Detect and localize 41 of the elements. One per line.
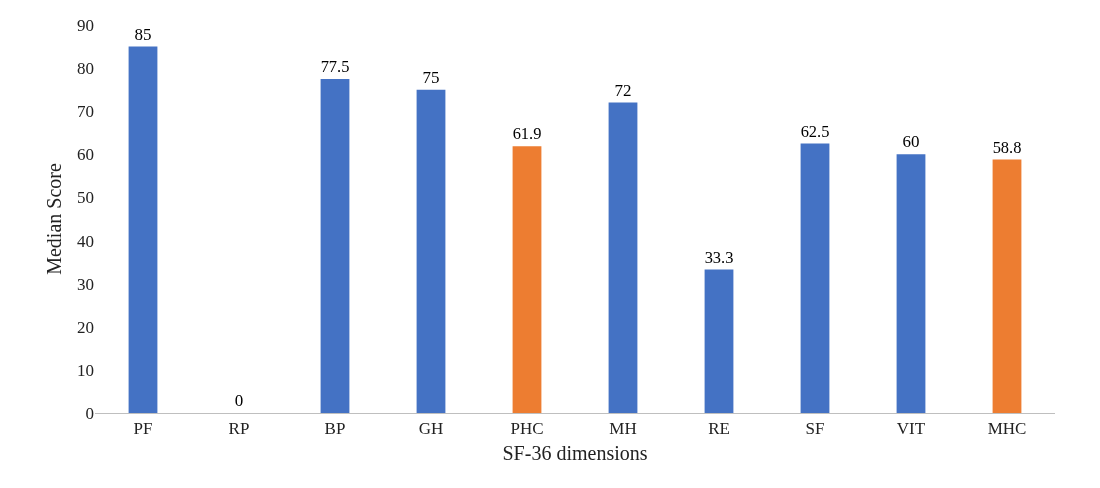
x-tick-label: MHC: [987, 419, 1027, 439]
x-tick-label: MH: [609, 419, 637, 439]
bar: [320, 78, 350, 413]
x-tick-label: RP: [228, 419, 250, 439]
data-label: 75: [422, 67, 440, 87]
y-tick-label: 60: [77, 145, 94, 165]
y-tick-label: 70: [77, 102, 94, 122]
data-label: 60: [902, 132, 920, 152]
x-tick-label: SF: [805, 419, 825, 439]
data-label: 33.3: [704, 247, 734, 267]
data-label: 62.5: [800, 121, 830, 141]
x-tick-label: RE: [708, 419, 730, 439]
bar: [800, 143, 830, 413]
x-tick-label: GH: [418, 419, 444, 439]
x-tick-label: BP: [324, 419, 346, 439]
data-label: 72: [614, 80, 632, 100]
y-tick-label: 30: [77, 274, 94, 294]
bar: [416, 89, 446, 413]
y-tick-label: 40: [77, 231, 94, 251]
y-tick-label: 0: [85, 403, 94, 423]
data-label: 77.5: [320, 57, 350, 77]
bar: [608, 102, 638, 413]
y-tick-label: 90: [77, 15, 94, 35]
bar: [128, 46, 158, 413]
x-axis-title: SF-36 dimensions: [502, 441, 648, 464]
bar: [704, 269, 734, 413]
data-label: 85: [134, 24, 152, 44]
y-axis-title: Median Score: [42, 163, 65, 275]
bar: [992, 159, 1022, 413]
data-label: 58.8: [992, 137, 1022, 157]
x-tick-label: VIT: [896, 419, 926, 439]
data-label: 0: [234, 391, 244, 410]
y-tick-label: 20: [77, 317, 94, 337]
bar: [896, 154, 926, 413]
x-tick-label: PHC: [510, 419, 544, 439]
y-tick-label: 80: [77, 59, 94, 79]
y-tick-label: 10: [77, 360, 94, 380]
x-tick-label: PF: [133, 419, 153, 439]
bar: [512, 146, 542, 413]
data-label: 61.9: [512, 124, 542, 144]
y-tick-label: 50: [77, 188, 94, 208]
